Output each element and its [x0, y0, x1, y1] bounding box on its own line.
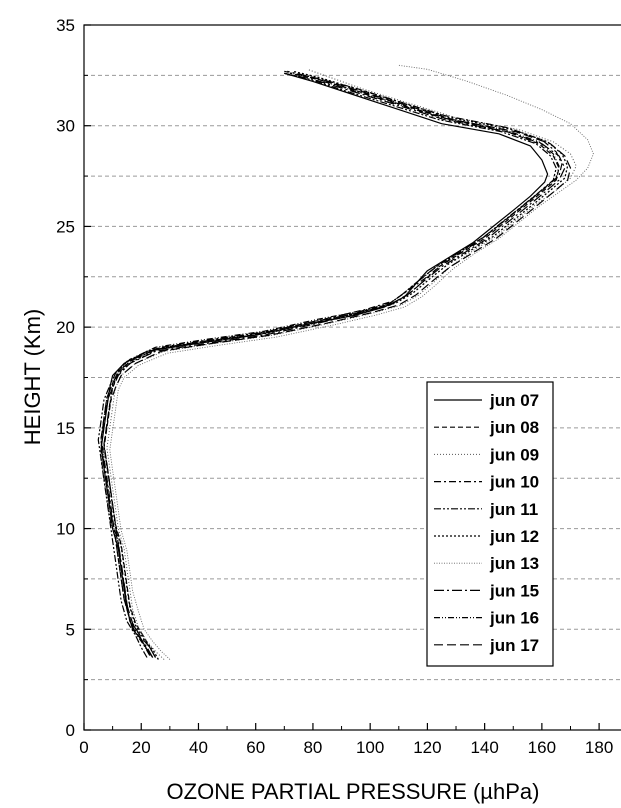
legend-label: jun 11 — [489, 500, 538, 519]
x-tick-label: 180 — [585, 738, 613, 757]
legend-label: jun 15 — [489, 581, 539, 600]
series-line-jun-17 — [103, 72, 572, 658]
legend: jun 07 jun 08 jun 09 jun 10 jun 11 jun 12 jun … — [426, 381, 554, 667]
legend-label: jun 07 — [489, 391, 539, 410]
x-axis-ticks: 0 20 40 60 80 100 120 140 160 180 — [79, 723, 613, 757]
y-tick-label: 20 — [56, 318, 75, 337]
x-tick-label: 120 — [413, 738, 441, 757]
y-tick-label: 5 — [66, 620, 75, 639]
y-tick-label: 0 — [66, 721, 75, 740]
x-tick-label: 160 — [528, 738, 556, 757]
legend-label: jun 17 — [489, 636, 539, 655]
series-line-jun-11 — [97, 72, 557, 658]
legend-label: jun 09 — [489, 445, 539, 464]
series-line-jun-12 — [103, 70, 569, 660]
series-line-jun-15 — [100, 72, 566, 658]
legend-label: jun 10 — [489, 473, 539, 492]
series-group — [97, 64, 594, 660]
x-tick-label: 140 — [470, 738, 498, 757]
y-tick-label: 30 — [56, 117, 75, 136]
x-tick-label: 60 — [246, 738, 265, 757]
y-axis-ticks: 0 5 10 15 20 25 30 35 — [56, 16, 91, 740]
y-tick-label: 15 — [56, 419, 75, 438]
x-tick-label: 20 — [132, 738, 151, 757]
y-axis-title: HEIGHT (Km) — [20, 309, 45, 445]
y-tick-label: 10 — [56, 520, 75, 539]
legend-box — [426, 381, 554, 667]
x-tick-label: 100 — [356, 738, 384, 757]
legend-label: jun 12 — [489, 527, 539, 546]
y-tick-label: 35 — [56, 16, 75, 35]
y-tick-label: 25 — [56, 217, 75, 236]
legend-label: jun 16 — [489, 609, 539, 628]
series-line-jun-13 — [109, 64, 594, 660]
series-line-jun-08 — [103, 72, 560, 658]
x-axis-title: OZONE PARTIAL PRESSURE (µhPa) — [167, 779, 540, 804]
legend-label: jun 08 — [489, 418, 539, 437]
x-tick-label: 0 — [79, 738, 88, 757]
legend-label: jun 13 — [489, 554, 539, 573]
x-tick-label: 40 — [189, 738, 208, 757]
x-tick-label: 80 — [303, 738, 322, 757]
series-line-jun-16 — [100, 70, 560, 656]
